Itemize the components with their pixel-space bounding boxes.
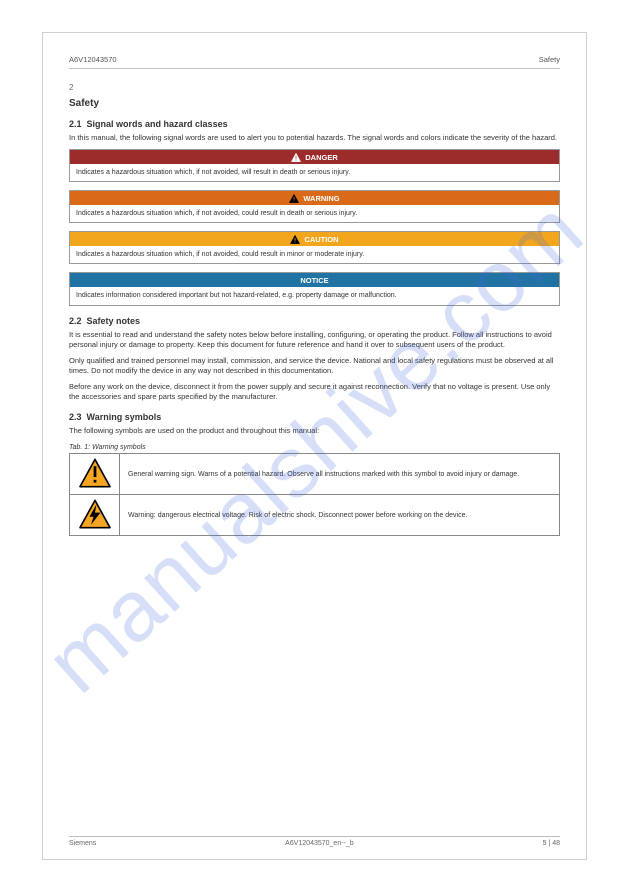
hazard-label: WARNING: [303, 194, 339, 203]
hazard-bar: WARNING: [70, 191, 559, 205]
hazard-bar: CAUTION: [70, 232, 559, 246]
header-rule: [69, 68, 560, 69]
body-para: Before any work on the device, disconnec…: [69, 382, 560, 402]
body-para: It is essential to read and understand t…: [69, 330, 560, 350]
section-number: 2: [69, 83, 560, 92]
hazard-list: DANGER Indicates a hazardous situation w…: [69, 149, 560, 305]
footer-center: A6V12043570_en--_b: [285, 840, 354, 847]
symbol-description: Warning: dangerous electrical voltage. R…: [120, 495, 560, 536]
header-right: Safety: [539, 55, 560, 64]
subsection-1-title: 2.1 Signal words and hazard classes: [69, 119, 560, 129]
hazard-box: CAUTION Indicates a hazardous situation …: [69, 231, 560, 264]
footer-left: Siemens: [69, 840, 96, 847]
hazard-box: DANGER Indicates a hazardous situation w…: [69, 149, 560, 182]
hazard-text: Indicates a hazardous situation which, i…: [70, 205, 559, 222]
subsection-1-body: In this manual, the following signal wor…: [69, 133, 560, 143]
symbol-cell: [70, 454, 120, 495]
warning-triangle-icon: [289, 194, 299, 203]
hazard-text: Indicates a hazardous situation which, i…: [70, 164, 559, 181]
hazard-label: DANGER: [305, 153, 338, 162]
symbol-description: General warning sign. Warns of a potenti…: [120, 454, 560, 495]
subsection-2-title: 2.2 Safety notes: [69, 316, 560, 326]
section-title: Safety: [69, 98, 560, 109]
hazard-bar: NOTICE: [70, 273, 559, 287]
body-para: Only qualified and trained personnel may…: [69, 356, 560, 376]
general-warning-icon: [78, 483, 112, 490]
header-left: A6V12043570: [69, 55, 117, 64]
hazard-box: NOTICE Indicates information considered …: [69, 272, 560, 305]
table-row: General warning sign. Warns of a potenti…: [70, 454, 560, 495]
hazard-label: CAUTION: [304, 235, 338, 244]
symbol-cell: [70, 495, 120, 536]
warning-triangle-icon: [290, 235, 300, 244]
footer-right: 5 | 48: [543, 840, 560, 847]
table-row: Warning: dangerous electrical voltage. R…: [70, 495, 560, 536]
hazard-box: WARNING Indicates a hazardous situation …: [69, 190, 560, 223]
page-header: A6V12043570 Safety: [69, 55, 560, 64]
table-caption: Tab. 1: Warning symbols: [69, 444, 560, 451]
subsection-3-title: 2.3 Warning symbols: [69, 412, 560, 422]
body-para: The following symbols are used on the pr…: [69, 426, 560, 436]
warning-symbol-table: General warning sign. Warns of a potenti…: [69, 453, 560, 536]
warning-triangle-icon: [291, 153, 301, 162]
page-frame: A6V12043570 Safety 2 Safety 2.1 Signal w…: [42, 32, 587, 860]
voltage-warning-icon: [78, 524, 112, 531]
page-footer: Siemens A6V12043570_en--_b 5 | 48: [69, 836, 560, 847]
hazard-text: Indicates information considered importa…: [70, 287, 559, 304]
hazard-text: Indicates a hazardous situation which, i…: [70, 246, 559, 263]
hazard-bar: DANGER: [70, 150, 559, 164]
hazard-label: NOTICE: [300, 276, 328, 285]
